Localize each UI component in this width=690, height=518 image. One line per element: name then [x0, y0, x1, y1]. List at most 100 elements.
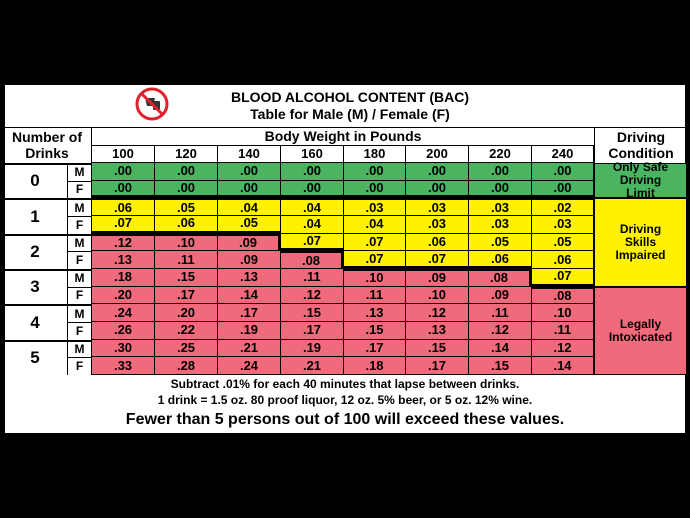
subtitle: Table for Male (M) / Female (F): [250, 106, 450, 123]
bac-cell: .05: [155, 198, 218, 216]
bac-cell: .08: [469, 269, 532, 287]
bac-cell: .11: [281, 269, 344, 287]
bac-cell: .09: [218, 233, 281, 252]
bac-cell: .00: [532, 180, 594, 199]
bac-cell: .25: [155, 339, 218, 358]
bac-cell: .07: [92, 216, 155, 234]
bac-cell: .03: [406, 216, 469, 234]
sex-label: F: [68, 180, 92, 199]
bac-cell: .14: [532, 357, 594, 375]
bac-cell: .00: [155, 163, 218, 181]
bac-cell: .15: [281, 304, 344, 322]
bac-cell: .03: [469, 198, 532, 216]
weight-label: 160: [281, 145, 344, 163]
bac-cell: .00: [469, 180, 532, 199]
condition-label: Legally Intoxicated: [594, 286, 687, 375]
weight-label: 200: [406, 145, 469, 163]
bac-cell: .06: [92, 198, 155, 216]
bac-cell: .26: [92, 322, 155, 340]
weight-label: 100: [92, 145, 155, 163]
bac-cell: .00: [406, 163, 469, 181]
bac-cell: .22: [155, 322, 218, 340]
sex-label: F: [68, 286, 92, 305]
condition-label: Driving Skills Impaired: [594, 198, 687, 287]
bac-cell: .13: [92, 251, 155, 269]
bac-cell: .17: [406, 357, 469, 375]
bac-cell: .30: [92, 339, 155, 358]
bac-cell: .05: [218, 216, 281, 234]
bac-cell: .11: [469, 304, 532, 322]
sex-label: M: [68, 198, 92, 216]
bac-cell: .00: [406, 180, 469, 199]
bac-cell: .24: [218, 357, 281, 375]
bac-cell: .04: [344, 216, 406, 234]
title: BLOOD ALCOHOL CONTENT (BAC): [231, 89, 469, 106]
bac-cell: .19: [218, 322, 281, 340]
bac-cell: .13: [406, 322, 469, 340]
weight-label: 220: [469, 145, 532, 163]
bac-cell: .03: [406, 198, 469, 216]
bac-cell: .17: [344, 339, 406, 358]
bac-cell: .12: [281, 286, 344, 305]
bac-cell: .15: [155, 269, 218, 287]
bac-cell: .00: [218, 163, 281, 181]
drinks-count: 1: [3, 198, 68, 234]
bac-cell: .17: [281, 322, 344, 340]
drinks-count: 0: [3, 163, 68, 199]
no-drinking-icon: [135, 87, 169, 121]
bac-cell: .15: [406, 339, 469, 358]
bac-cell: .21: [218, 339, 281, 358]
bac-cell: .00: [155, 180, 218, 199]
bac-cell: .03: [469, 216, 532, 234]
weight-label: 140: [218, 145, 281, 163]
bac-cell: .07: [532, 269, 594, 287]
bac-cell: .14: [469, 339, 532, 358]
bac-cell: .05: [469, 233, 532, 252]
bac-cell: .15: [344, 322, 406, 340]
sex-label: F: [68, 251, 92, 269]
bac-cell: .07: [344, 233, 406, 252]
bac-cell: .11: [344, 286, 406, 305]
bac-cell: .07: [344, 251, 406, 269]
bac-cell: .13: [344, 304, 406, 322]
weight-label: 240: [532, 145, 594, 163]
bac-cell: .09: [469, 286, 532, 305]
drinks-count: 4: [3, 304, 68, 340]
bac-cell: .02: [532, 198, 594, 216]
bac-cell: .03: [532, 216, 594, 234]
bac-cell: .00: [469, 163, 532, 181]
bac-cell: .10: [344, 269, 406, 287]
bac-cell: .08: [532, 286, 594, 305]
bac-cell: .00: [344, 163, 406, 181]
bac-cell: .06: [469, 251, 532, 269]
bac-cell: .10: [532, 304, 594, 322]
bac-cell: .17: [155, 286, 218, 305]
bac-cell: .20: [155, 304, 218, 322]
bac-cell: .12: [469, 322, 532, 340]
bac-cell: .05: [532, 233, 594, 252]
bac-cell: .09: [218, 251, 281, 269]
footer-line: Fewer than 5 persons out of 100 will exc…: [125, 411, 565, 429]
weight-header: Body Weight in Pounds: [92, 127, 594, 145]
bac-cell: .00: [281, 163, 344, 181]
bac-cell: .04: [281, 198, 344, 216]
bac-cell: .00: [92, 180, 155, 199]
bac-cell: .18: [92, 269, 155, 287]
bac-cell: .28: [155, 357, 218, 375]
drinks-count: 2: [3, 233, 68, 269]
weight-label: 180: [344, 145, 406, 163]
bac-cell: .15: [469, 357, 532, 375]
bac-cell: .07: [281, 233, 344, 252]
bac-cell: .00: [92, 163, 155, 181]
bac-cell: .00: [218, 180, 281, 199]
bac-cell: .11: [532, 322, 594, 340]
bac-cell: .00: [532, 163, 594, 181]
bac-cell: .10: [406, 286, 469, 305]
bac-cell: .20: [92, 286, 155, 305]
footer-line: 1 drink = 1.5 oz. 80 proof liquor, 12 oz…: [157, 393, 533, 408]
drinks-count: 5: [3, 339, 68, 375]
bac-cell: .12: [532, 339, 594, 358]
sex-label: M: [68, 233, 92, 252]
sex-label: M: [68, 163, 92, 181]
